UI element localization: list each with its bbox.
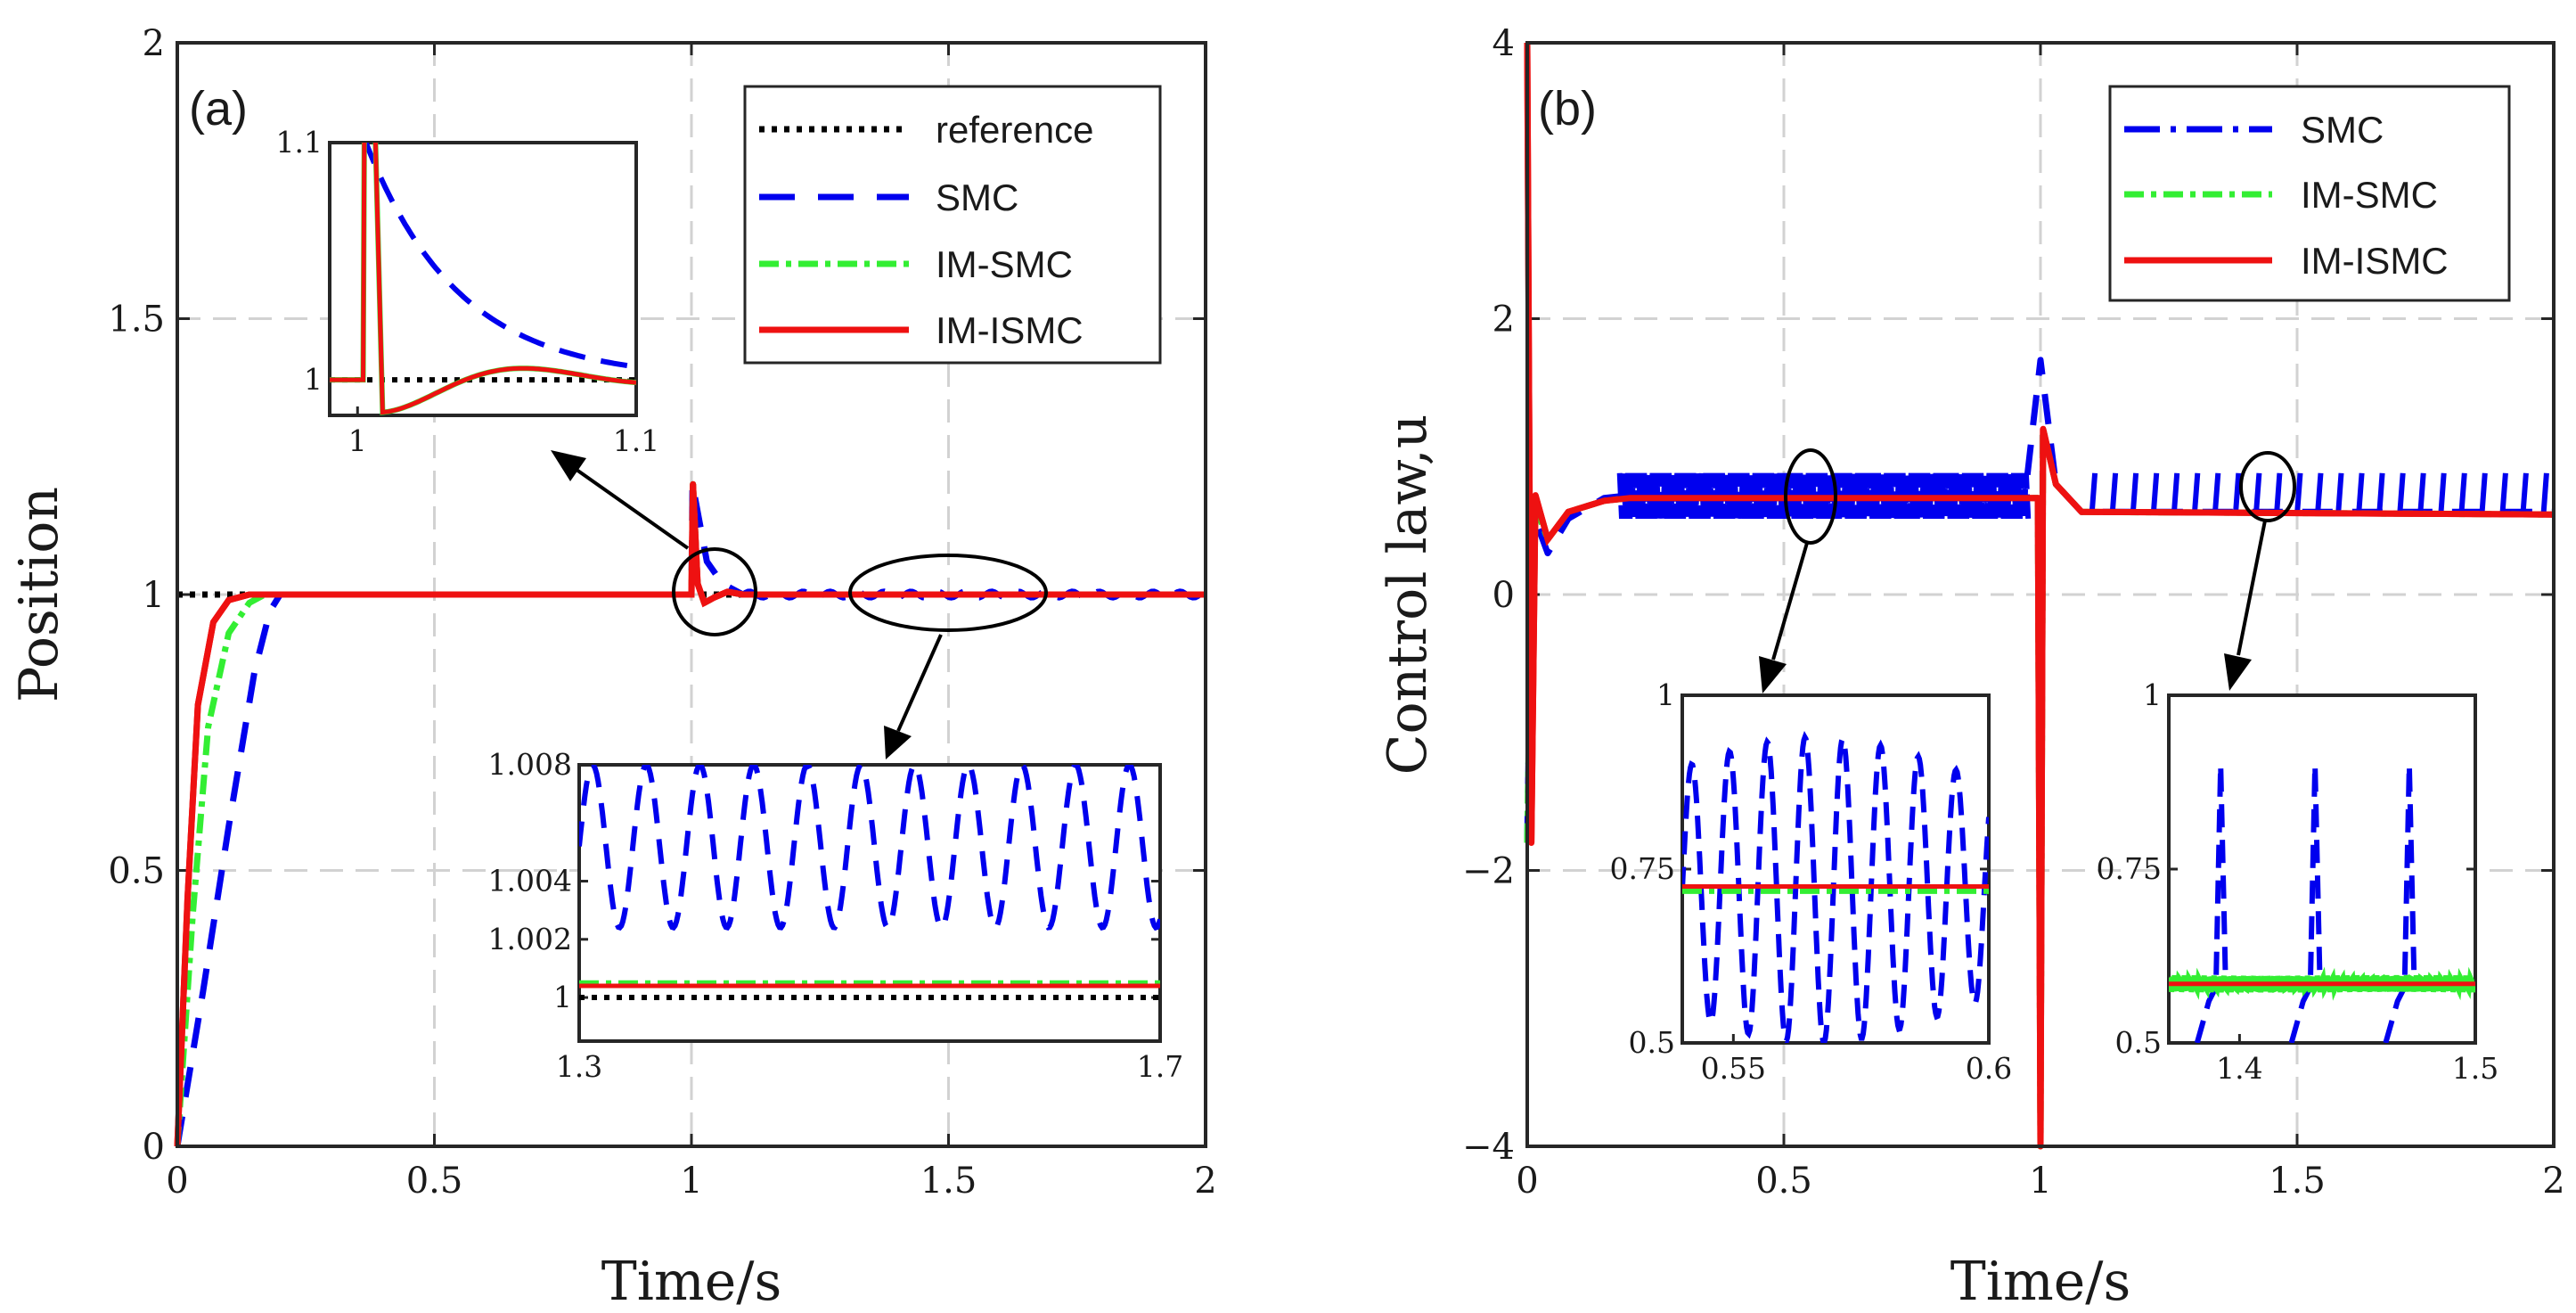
panel-a-inset-peak: 1 1.1 1 1.1 — [276, 125, 660, 458]
panel-b-ylabel: Control law,u — [1377, 414, 1439, 775]
legend-a-smc-label: SMC — [936, 176, 1018, 218]
panel-a-series — [174, 480, 1207, 1147]
inset-b1-ytick-label-1: 1 — [1656, 677, 1675, 712]
inset-a2-ytick-label-1-004: 1.004 — [488, 864, 572, 899]
panel-b-zoom-ellipse-right — [2239, 451, 2296, 522]
panel-b-axes-frame — [1525, 41, 2556, 1148]
inset-a1-smc — [363, 143, 636, 370]
panel-b-arrow-right — [2224, 520, 2267, 691]
panel-a-arrow-to-peak-inset — [551, 450, 690, 550]
panel-a-legend: reference SMC IM-SMC IM-ISMC — [743, 85, 1162, 365]
panel-a-ylabel: Position — [8, 487, 70, 702]
panel-b-inset-right: 1.4 1.5 0.5 0.75 1 — [2097, 677, 2499, 1086]
inset-a1-ytick-label-1: 1 — [304, 362, 323, 397]
legend-a-imismc-label: IM-ISMC — [936, 309, 1084, 351]
panel-a-ytick-label-1-5: 1.5 — [108, 300, 165, 341]
inset-a2-ytick-label-1-002: 1.002 — [488, 922, 572, 956]
inset-b1-content: 0.55 0.6 0.5 0.75 1 — [1610, 677, 2013, 1086]
panel-b-ytick-label-4: −4 — [1462, 1127, 1515, 1168]
legend-a-reference-label: reference — [936, 109, 1093, 151]
panel-a-ytick-label-2: 2 — [143, 23, 165, 64]
panel-b-series — [1524, 42, 2555, 1150]
panel-b-xtick-label-1-5: 1.5 — [2269, 1161, 2326, 1202]
inset-a2-xtick-label-1-7: 1.7 — [1137, 1049, 1183, 1084]
panel-a-ytick-label-1: 1 — [143, 575, 165, 616]
panel-a-label: (a) — [189, 82, 248, 135]
inset-a1-xtick-label-1: 1 — [348, 423, 367, 458]
inset-b2-imsmc — [2169, 966, 2475, 1001]
panel-b-label: (b) — [1538, 82, 1597, 135]
panel-a-xlabel: Time/s — [601, 1251, 782, 1313]
panel-b-ytick-label-2: 2 — [1492, 300, 1515, 341]
panel-b-xlabel: Time/s — [1950, 1251, 2131, 1313]
panel-b-series-im-ismc-top — [1524, 42, 2555, 1147]
panel-b-ytick-label-0: 0 — [1492, 575, 1515, 616]
panel-a-ticks: 0 0.5 1 1.5 2 0 0.5 1 1.5 2 — [108, 23, 1216, 1202]
inset-b1-ytick-label-0-75: 0.75 — [1610, 851, 1675, 886]
inset-a1-content: 1 1.1 1 1.1 — [276, 125, 660, 458]
inset-b1-xtick-label-0-6: 0.6 — [1966, 1051, 2012, 1086]
inset-a2-content: 1.3 1.7 1 1.002 1.004 1.008 — [488, 747, 1184, 1084]
panel-b-xtick-label-0-5: 0.5 — [1755, 1161, 1812, 1202]
panel-b-xtick-label-0: 0 — [1516, 1161, 1538, 1202]
inset-b1-xtick-label-0-55: 0.55 — [1701, 1051, 1766, 1086]
panel-a-ytick-label-0: 0 — [143, 1127, 165, 1168]
inset-b2-xtick-label-1-5: 1.5 — [2452, 1051, 2498, 1086]
inset-a1-imismc — [330, 143, 636, 415]
panel-b-xtick-label-2: 2 — [2542, 1161, 2564, 1202]
legend-b-smc-label: SMC — [2301, 109, 2384, 151]
inset-a2-xtick-label-1-3: 1.3 — [556, 1049, 602, 1084]
panel-a-series-im-ismc-top — [174, 484, 1206, 1147]
panel-a-series-im-smc — [174, 480, 1206, 1147]
inset-b1-smc — [1682, 730, 1989, 1043]
inset-a1-xtick-label-1-1: 1.1 — [613, 423, 659, 458]
inset-a2-smc — [579, 765, 1160, 931]
legend-a-imsmc-label: IM-SMC — [936, 243, 1073, 285]
panel-a-legend-box — [743, 85, 1162, 365]
inset-a2-ytick-label-1-008: 1.008 — [488, 747, 572, 782]
panel-a-xtick-label-1: 1 — [680, 1161, 702, 1202]
panel-b-smc-spikes — [2089, 472, 2549, 515]
panel-a-ytick-label-0-5: 0.5 — [108, 851, 165, 892]
panel-b-ytick-label-2: −2 — [1462, 851, 1515, 892]
panel-b-ytick-label-4: 4 — [1492, 23, 1515, 64]
inset-b2-ytick-label-0-5: 0.5 — [2115, 1025, 2162, 1060]
panel-b-ticks: 0 0.5 1 1.5 2 −4 −2 0 2 4 — [1462, 23, 2565, 1202]
panel-a-xtick-label-1-5: 1.5 — [920, 1161, 977, 1202]
inset-b2-xtick-label-1-4: 1.4 — [2216, 1051, 2262, 1086]
panel-b-xtick-label-1: 1 — [2029, 1161, 2051, 1202]
legend-b-imsmc-label: IM-SMC — [2301, 174, 2438, 216]
panel-a-xtick-label-0: 0 — [166, 1161, 188, 1202]
panel-b-legend: SMC IM-SMC IM-ISMC — [2108, 85, 2511, 302]
inset-b1-ytick-label-0-5: 0.5 — [1629, 1025, 1675, 1060]
panel-a-zoom-ellipse-oscillation — [848, 554, 1048, 632]
inset-a1-ytick-label-1-1: 1.1 — [276, 125, 323, 160]
panel-a-xtick-label-0-5: 0.5 — [406, 1161, 463, 1202]
panel-a-inset-oscillation: 1.3 1.7 1 1.002 1.004 1.008 — [488, 747, 1184, 1084]
panel-b-control-law-chart: 0 0.5 1 1.5 2 −4 −2 0 2 4 (b) 0.55 0.6 0.5 0.75 1 1.4… — [1377, 23, 2565, 1313]
panel-a-zoom-ellipse-peak — [672, 547, 757, 636]
inset-b2-ytick-label-0-75: 0.75 — [2097, 851, 2162, 886]
inset-b2-content: 1.4 1.5 0.5 0.75 1 — [2097, 677, 2499, 1086]
panel-a-axes-frame — [176, 41, 1207, 1148]
panel-a-arrow-to-oscillation-inset — [884, 634, 943, 759]
panel-b-zoom-ellipse-left — [1784, 448, 1837, 545]
inset-b2-ytick-label-1: 1 — [2143, 677, 2162, 712]
panel-a-xtick-label-2: 2 — [1194, 1161, 1216, 1202]
legend-b-imismc-label: IM-ISMC — [2301, 240, 2449, 282]
panel-b-inset-left: 0.55 0.6 0.5 0.75 1 — [1610, 677, 2013, 1086]
inset-a2-ytick-label-1: 1 — [553, 980, 572, 1014]
panel-a-position-chart: 0 0.5 1 1.5 200.511.52 (a) 1 1.111.1 1.3 1.711… — [8, 23, 1217, 1313]
panel-b-arrow-left — [1759, 542, 1809, 693]
